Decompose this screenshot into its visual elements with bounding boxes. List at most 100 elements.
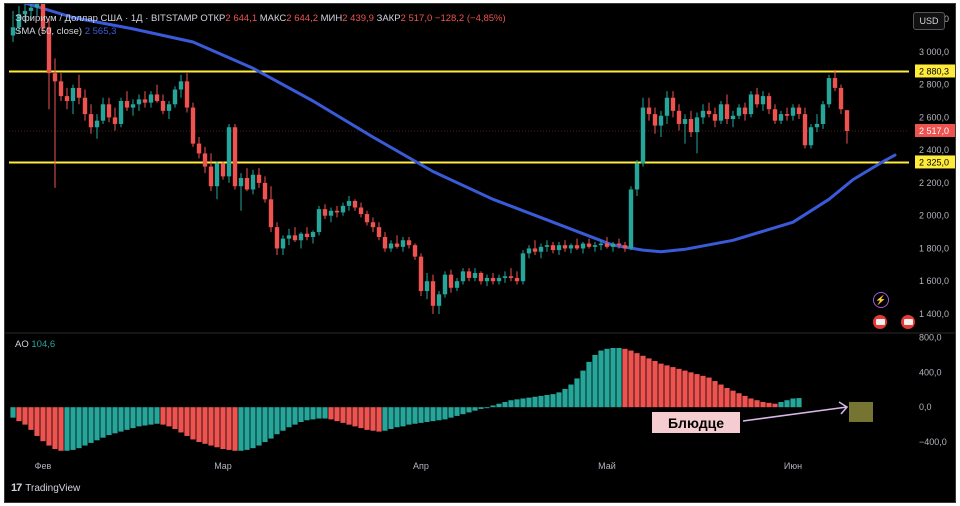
ao-bar	[406, 407, 412, 425]
candle-body	[838, 87, 844, 110]
ao-bar	[610, 347, 616, 408]
candle-body	[532, 248, 538, 252]
ao-bar	[694, 374, 700, 408]
ao-bar	[466, 407, 472, 413]
horizontal-levels[interactable]: 2 880,3 2 325,0 2 517,0	[9, 64, 955, 169]
candle-body	[322, 209, 328, 216]
candle-body	[808, 127, 814, 146]
ao-bar	[592, 354, 598, 408]
ao-bar	[484, 407, 490, 409]
arrow-line	[742, 406, 848, 422]
candle-body	[646, 107, 652, 115]
ao-bar	[244, 407, 250, 450]
candle-body	[352, 200, 358, 208]
ao-bar	[448, 407, 454, 418]
flag-icon[interactable]	[873, 315, 887, 329]
ao-bar	[394, 407, 400, 428]
currency-button[interactable]: USD	[913, 12, 945, 30]
open-label: ОТКР	[200, 13, 226, 24]
candle-body	[100, 104, 106, 121]
ao-bar	[436, 407, 442, 421]
tradingview-logo[interactable]: 17 TradingView	[11, 482, 80, 494]
ao-bar	[280, 407, 286, 431]
time-tick-label: Апр	[413, 461, 429, 471]
candle-body	[472, 273, 478, 278]
price-tick-label: 2 200,0	[919, 178, 949, 188]
lightning-icon[interactable]: ⚡	[873, 292, 889, 308]
candle-body	[604, 243, 610, 247]
ao-bar	[148, 407, 154, 425]
high-value: 2 644,2	[286, 13, 318, 24]
ao-bar	[262, 407, 268, 443]
symbol-name: Эфириум / Доллар США · 1Д · BITSTAMP	[15, 13, 198, 24]
ao-bar	[292, 407, 298, 425]
ao-bar	[10, 407, 16, 418]
ao-bar	[184, 407, 190, 436]
ao-bar	[64, 407, 70, 451]
ao-bar	[178, 407, 184, 433]
candle-body	[220, 163, 226, 177]
candle-body	[640, 107, 646, 164]
sma-50-line	[23, 4, 897, 254]
ao-bar	[640, 355, 646, 408]
candle-body	[454, 281, 460, 288]
candle-body	[718, 104, 724, 121]
candle-body	[676, 110, 682, 124]
candle-body	[166, 104, 172, 111]
candle-body	[394, 243, 400, 247]
ao-bar	[532, 396, 538, 408]
ao-bar	[712, 381, 718, 408]
saucer-highlight	[849, 401, 873, 422]
candle-body	[82, 97, 88, 115]
time-tick-label: Фев	[35, 461, 52, 471]
candle-body	[592, 245, 598, 247]
ao-bar	[652, 361, 658, 408]
candle-body	[118, 101, 124, 124]
sma-legend[interactable]: SMA (50, close) 2 565,3	[15, 26, 116, 37]
candle-body	[304, 233, 310, 237]
ao-bar	[730, 390, 736, 408]
ao-bar	[136, 407, 142, 427]
flag-icon[interactable]	[901, 315, 915, 329]
candle-body	[238, 178, 244, 187]
candle-body	[700, 110, 706, 118]
ao-bar	[196, 407, 202, 443]
candle-body	[736, 107, 742, 116]
ao-bar	[214, 407, 220, 448]
ao-bar	[106, 407, 112, 436]
ao-bar	[22, 407, 28, 425]
low-label: МИН	[320, 13, 343, 24]
candle-body	[262, 182, 268, 200]
candle-body	[502, 276, 508, 278]
candle-body	[310, 232, 316, 237]
ao-bar	[574, 378, 580, 408]
tradingview-brand: TradingView	[25, 482, 81, 494]
ao-bar	[718, 384, 724, 408]
ao-bar	[376, 407, 382, 432]
candle-body	[610, 243, 616, 247]
candle-body	[94, 120, 100, 128]
candle-body	[526, 248, 532, 254]
candle-body	[298, 233, 304, 241]
candle-body	[760, 96, 766, 105]
candle-body	[754, 94, 760, 105]
ao-bar	[310, 407, 316, 420]
candle-body	[334, 210, 340, 213]
price-chart[interactable]: 2 880,32 325,02 517,0 3 200,03 000,02 80…	[5, 4, 956, 503]
ao-legend[interactable]: AO 104,6	[15, 339, 55, 350]
ao-bar	[460, 407, 466, 415]
ao-bar	[772, 403, 778, 408]
candle-body	[598, 243, 604, 246]
ao-bar	[682, 370, 688, 408]
time-tick-label: Мар	[214, 461, 232, 471]
candle-body	[658, 115, 664, 126]
candle-body	[172, 89, 178, 105]
time-tick-label: Июн	[784, 461, 802, 471]
candle-body	[562, 245, 568, 249]
ao-tick-label: 0,0	[919, 402, 932, 412]
symbol-legend[interactable]: Эфириум / Доллар США · 1Д · BITSTAMP ОТК…	[15, 13, 506, 24]
ao-bar	[190, 407, 196, 440]
sma-value: 2 565,3	[84, 26, 117, 37]
candle-body	[796, 107, 802, 115]
ao-bar	[538, 395, 544, 408]
